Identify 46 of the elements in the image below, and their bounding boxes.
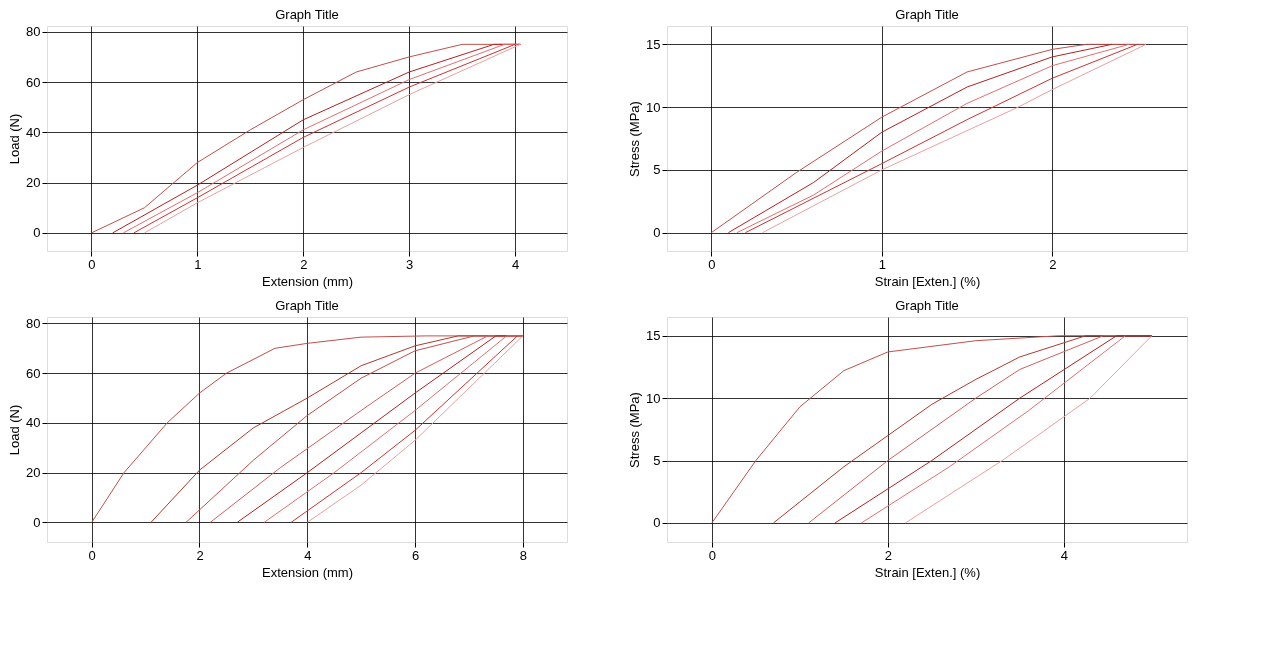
y-tick-label: 10: [646, 99, 661, 115]
y-tick-label: 40: [26, 415, 41, 431]
y-tick-label: 0: [653, 225, 661, 241]
x-tick-label: 0: [88, 547, 96, 563]
x-tick-label: 4: [304, 547, 312, 563]
chart-title: Graph Title: [895, 298, 959, 313]
y-tick-label: 5: [653, 162, 661, 178]
x-axis-title: Extension (mm): [261, 564, 354, 580]
y-tick-label: 60: [26, 365, 41, 381]
x-tick-label: 4: [1060, 547, 1068, 563]
x-tick-label: 8: [519, 547, 527, 563]
x-tick-label: 0: [708, 256, 716, 272]
x-tick-label: 0: [88, 256, 96, 272]
y-axis-title: Stress (MPa): [627, 392, 643, 468]
y-tick-label: 40: [26, 124, 41, 140]
y-tick-label: 20: [26, 465, 41, 481]
y-tick-label: 5: [653, 453, 661, 469]
chart-title: Graph Title: [275, 298, 339, 313]
y-axis-title: Load (N): [7, 404, 23, 456]
y-tick-label: 20: [26, 175, 41, 191]
chart-title: Graph Title: [895, 7, 959, 22]
y-tick-label: 0: [33, 225, 41, 241]
y-tick-label: 80: [26, 24, 41, 40]
x-axis-title: Extension (mm): [261, 273, 354, 289]
y-tick-label: 15: [646, 36, 661, 52]
x-tick-label: 3: [406, 256, 414, 272]
x-tick-label: 1: [194, 256, 202, 272]
x-tick-label: 4: [511, 256, 520, 272]
y-tick-label: 80: [26, 315, 41, 331]
y-tick-label: 15: [646, 328, 661, 344]
chart-title: Graph Title: [275, 6, 339, 22]
x-axis-title: Strain [Exten.] (%): [874, 564, 981, 580]
y-tick-label: 0: [653, 515, 661, 531]
x-tick-label: 2: [196, 547, 204, 563]
x-tick-label: 1: [878, 256, 886, 272]
x-tick-label: 2: [300, 256, 308, 272]
y-tick-label: 0: [33, 514, 41, 530]
x-tick-label: 6: [411, 547, 420, 563]
y-axis-title: Load (N): [7, 113, 23, 165]
x-axis-title: Strain [Exten.] (%): [874, 273, 981, 289]
y-axis-title: Stress (MPa): [627, 101, 643, 177]
x-tick-label: 0: [708, 547, 716, 563]
y-tick-label: 60: [26, 74, 41, 90]
x-tick-label: 2: [1049, 256, 1057, 272]
x-tick-label: 2: [884, 547, 892, 563]
y-tick-label: 10: [646, 390, 661, 406]
